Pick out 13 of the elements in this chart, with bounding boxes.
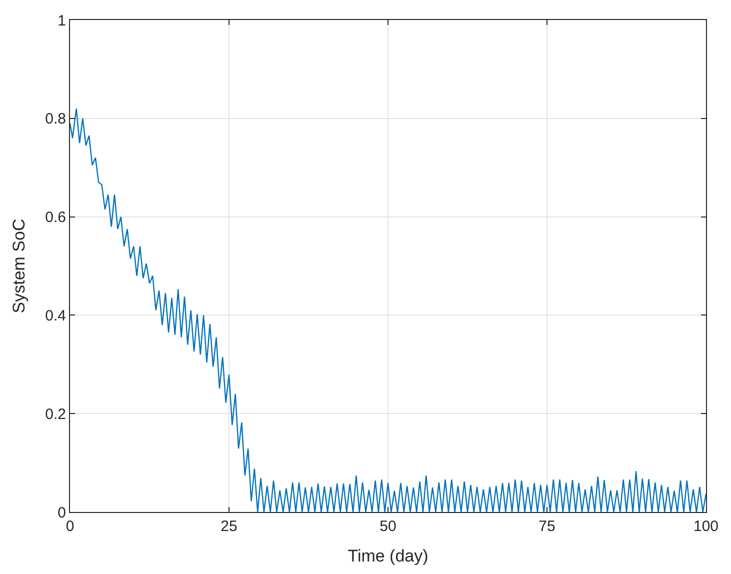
x-axis-title: Time (day) [348,546,428,566]
y-axis-title: System SoC [10,218,29,314]
x-tick-label: 100 [693,518,719,535]
line-series [70,108,706,512]
x-tick-label: 75 [538,518,556,535]
y-tick-label: 0.4 [45,307,66,324]
x-tick-label: 25 [220,518,238,535]
y-tick-label: 0 [58,504,66,522]
x-tick-label: 50 [380,518,396,535]
y-tick-label: 0.8 [45,110,66,128]
y-tick-label: 0.2 [45,406,66,423]
y-tick-label: 0.6 [45,209,66,226]
y-tick-label: 1 [58,12,66,30]
